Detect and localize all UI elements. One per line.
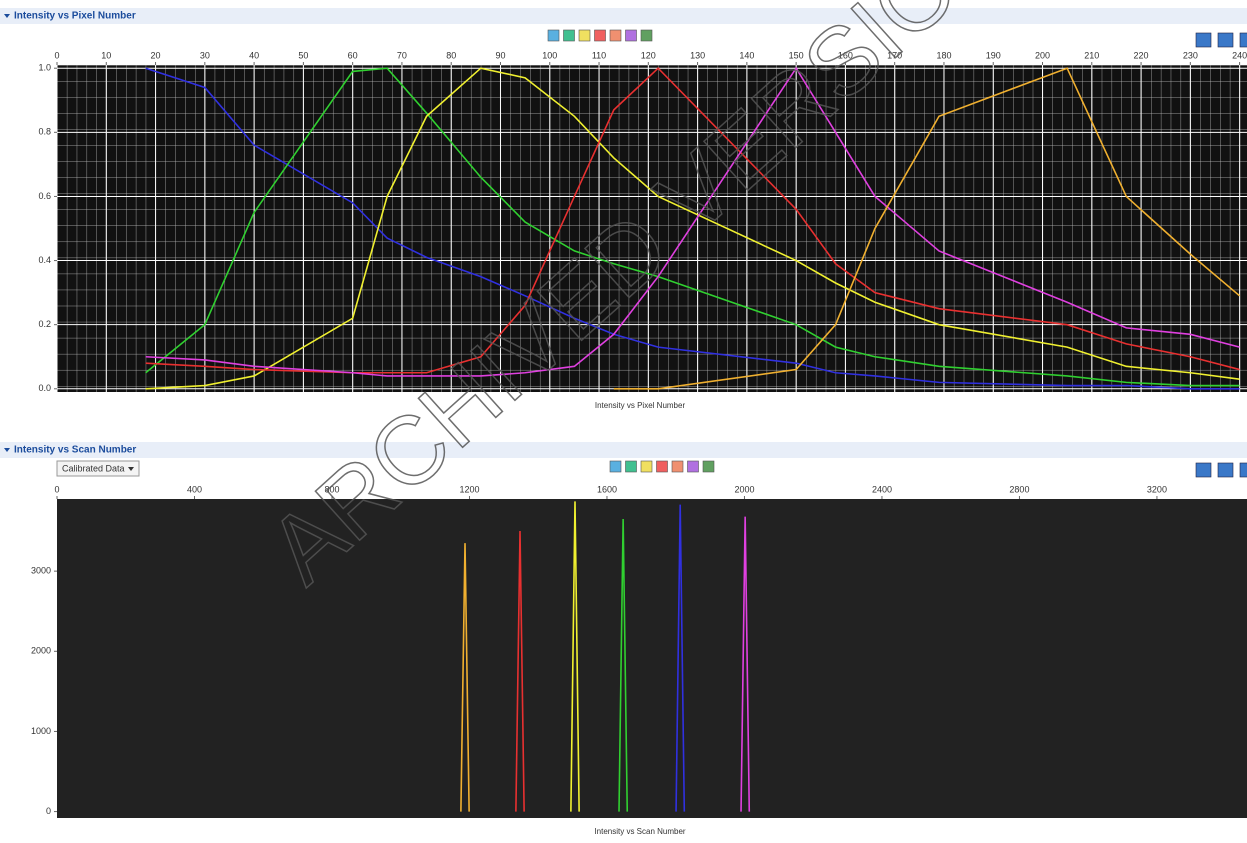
toolbar-button[interactable] bbox=[1239, 462, 1247, 478]
series-toggle[interactable] bbox=[578, 29, 591, 42]
y-tick-label: 1.0 bbox=[38, 63, 51, 73]
y-tick-label: 2000 bbox=[31, 646, 51, 656]
x-tick-label: 100 bbox=[542, 50, 557, 60]
series-line bbox=[145, 67, 1240, 387]
x-tick-label: 3200 bbox=[1147, 484, 1167, 494]
series-toggle[interactable] bbox=[640, 29, 653, 42]
toolbar-button[interactable] bbox=[1195, 462, 1212, 478]
collapse-toggle[interactable] bbox=[4, 14, 10, 18]
panel-header-bar bbox=[0, 8, 1247, 24]
toolbar bbox=[547, 29, 1247, 478]
series-line bbox=[460, 543, 470, 812]
series-line bbox=[570, 501, 580, 812]
series-toggle[interactable] bbox=[563, 29, 575, 42]
series-toggle[interactable] bbox=[656, 460, 668, 473]
x-tick-label: 2400 bbox=[872, 484, 892, 494]
x-tick-label: 200 bbox=[1035, 50, 1050, 60]
series-toggle[interactable] bbox=[671, 460, 684, 473]
x-axis-label: Intensity vs Pixel Number bbox=[595, 401, 686, 410]
series-toggle[interactable] bbox=[594, 29, 606, 42]
charts: 0 10 20 30 40 50 60 70 80 90 100 110 120 130 140 150 160… bbox=[31, 50, 1247, 836]
x-tick-label: 230 bbox=[1183, 50, 1198, 60]
x-tick-label: 210 bbox=[1084, 50, 1099, 60]
x-tick-label: 2000 bbox=[734, 484, 754, 494]
series-toggle[interactable] bbox=[547, 29, 560, 42]
panel-title: Intensity vs Scan Number bbox=[14, 445, 136, 456]
x-tick-label: 220 bbox=[1134, 50, 1149, 60]
panel-title: Intensity vs Pixel Number bbox=[14, 11, 136, 22]
collapse-toggle[interactable] bbox=[4, 448, 10, 452]
series-toggle[interactable] bbox=[625, 460, 637, 473]
series-line bbox=[618, 519, 629, 812]
x-tick-label: 1600 bbox=[597, 484, 617, 494]
series-toggle[interactable] bbox=[609, 460, 622, 473]
series-toggle[interactable] bbox=[625, 29, 637, 42]
x-tick-label: 800 bbox=[324, 484, 339, 494]
series-toggle[interactable] bbox=[640, 460, 653, 473]
y-tick-label: 0.4 bbox=[38, 255, 51, 265]
y-tick-label: 3000 bbox=[31, 566, 51, 576]
x-tick-label: 400 bbox=[187, 484, 202, 494]
x-axis-label: Intensity vs Scan Number bbox=[594, 827, 685, 836]
x-tick-label: 0 bbox=[54, 50, 59, 60]
series-line bbox=[740, 516, 751, 812]
x-tick-label: 190 bbox=[986, 50, 1001, 60]
y-tick-label: 0.0 bbox=[38, 383, 51, 393]
plot-area bbox=[57, 65, 1247, 392]
x-tick-label: 180 bbox=[936, 50, 951, 60]
panel-header-bar bbox=[0, 442, 1247, 458]
series-line bbox=[613, 67, 1241, 390]
toolbar-button[interactable] bbox=[1217, 462, 1234, 478]
x-tick-label: 90 bbox=[495, 50, 505, 60]
x-tick-label: 120 bbox=[641, 50, 656, 60]
x-tick-label: 60 bbox=[348, 50, 358, 60]
x-tick-label: 80 bbox=[446, 50, 456, 60]
dropdown-label: Calibrated Data bbox=[62, 463, 125, 473]
x-tick-label: 2800 bbox=[1009, 484, 1029, 494]
x-tick-label: 160 bbox=[838, 50, 853, 60]
x-tick-label: 150 bbox=[789, 50, 804, 60]
x-tick-label: 240 bbox=[1232, 50, 1247, 60]
x-tick-label: 1200 bbox=[459, 484, 479, 494]
toolbar-button[interactable] bbox=[1195, 32, 1212, 48]
y-tick-label: 0.8 bbox=[38, 127, 51, 137]
series-toggle[interactable] bbox=[702, 460, 715, 473]
series-toggle[interactable] bbox=[609, 29, 622, 42]
series-line bbox=[145, 66, 1240, 377]
x-tick-label: 140 bbox=[739, 50, 754, 60]
y-tick-label: 0.6 bbox=[38, 191, 51, 201]
series-line bbox=[145, 67, 1240, 390]
y-tick-label: 0.2 bbox=[38, 319, 51, 329]
x-tick-label: 130 bbox=[690, 50, 705, 60]
x-tick-label: 70 bbox=[397, 50, 407, 60]
x-tick-label: 40 bbox=[249, 50, 259, 60]
x-tick-label: 0 bbox=[54, 484, 59, 494]
y-tick-label: 1000 bbox=[31, 726, 51, 736]
toolbar-button[interactable] bbox=[1239, 32, 1247, 48]
plot-area bbox=[57, 499, 1247, 818]
series-toggle[interactable] bbox=[687, 460, 699, 473]
series-line bbox=[675, 504, 686, 812]
toolbar-button[interactable] bbox=[1217, 32, 1234, 48]
x-tick-label: 110 bbox=[592, 50, 606, 60]
x-tick-label: 30 bbox=[200, 50, 210, 60]
x-tick-label: 20 bbox=[151, 50, 161, 60]
x-tick-label: 50 bbox=[298, 50, 308, 60]
x-tick-label: 170 bbox=[887, 50, 902, 60]
series-line bbox=[515, 531, 525, 812]
y-tick-label: 0 bbox=[46, 806, 51, 816]
dropdown-arrow[interactable] bbox=[128, 467, 134, 471]
dropdown[interactable] bbox=[56, 460, 140, 477]
x-tick-label: 10 bbox=[101, 50, 111, 60]
